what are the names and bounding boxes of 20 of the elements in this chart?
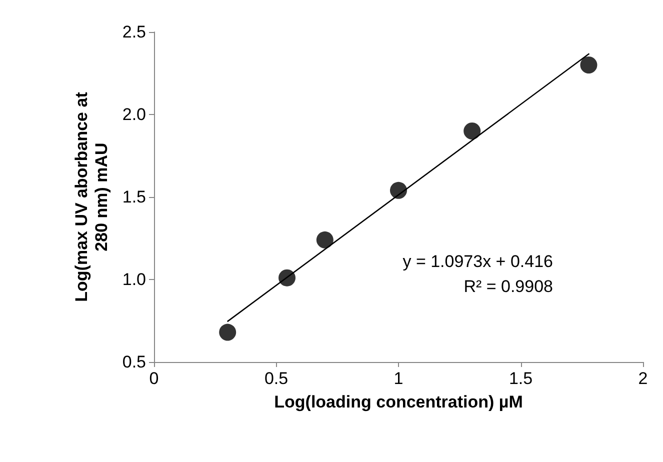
x-axis-title: Log(loading concentration) µM — [274, 392, 523, 412]
y-tick-label: 1.5 — [122, 188, 146, 206]
annotation: y = 1.0973x + 0.416 — [402, 252, 554, 271]
point — [219, 324, 236, 341]
x-tick-label: 0 — [149, 369, 159, 388]
point — [316, 231, 334, 248]
point — [278, 269, 296, 286]
x-tick-label: 1.5 — [508, 369, 533, 388]
x-tick-label: 2 — [638, 369, 648, 388]
y-tick-label: 2.5 — [122, 22, 146, 42]
y-tick-label: 2.0 — [122, 105, 146, 124]
annotation: R² = 0.9908 — [464, 277, 553, 296]
y-tick-label: 0.5 — [122, 352, 146, 372]
y-axis-title: Log(max UV aborbance at 280 nm) mAU — [72, 92, 111, 302]
point — [580, 56, 598, 74]
point — [390, 182, 407, 199]
y-tick-label: 1.0 — [122, 270, 146, 289]
x-tick-label: 0.5 — [264, 369, 288, 388]
x-tick-label: 1 — [394, 369, 404, 388]
point — [464, 122, 481, 140]
